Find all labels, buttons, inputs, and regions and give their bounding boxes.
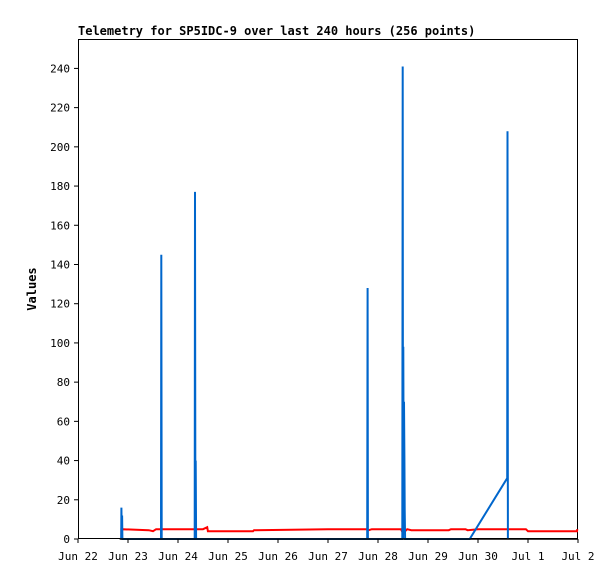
x-tick-label: Jun 26	[258, 550, 298, 563]
y-tick-label: 60	[57, 415, 70, 428]
y-axis: 0 20 40 60 80 100 120 140 160 180 200 220 240	[50, 62, 78, 546]
y-tick-label: 40	[57, 455, 70, 468]
y-axis-label: Values	[25, 267, 39, 310]
plot-frame	[78, 39, 578, 539]
y-tick-label: 100	[50, 337, 70, 350]
x-tick-label: Jun 25	[208, 550, 248, 563]
series-layer	[119, 66, 579, 540]
x-tick-label: Jun 28	[358, 550, 398, 563]
y-tick-label: 120	[50, 298, 70, 311]
y-tick-label: 20	[57, 494, 70, 507]
x-tick-label: Jun 29	[408, 550, 448, 563]
x-tick-label: Jun 24	[158, 550, 198, 563]
x-axis: Jun 22 Jun 23 Jun 24 Jun 25 Jun 26 Jun 27 Jun …	[58, 539, 595, 563]
x-tick-label: Jul 1	[511, 550, 544, 563]
y-tick-label: 200	[50, 141, 70, 154]
y-tick-label: 160	[50, 219, 70, 232]
y-tick-label: 220	[50, 102, 70, 115]
x-tick-label: Jun 22	[58, 550, 98, 563]
x-tick-label: Jun 30	[458, 550, 498, 563]
x-tick-label: Jun 23	[108, 550, 148, 563]
x-tick-label: Jun 27	[308, 550, 348, 563]
chart-title: Telemetry for SP5IDC-9 over last 240 hou…	[78, 24, 475, 38]
y-tick-label: 80	[57, 376, 70, 389]
y-tick-label: 140	[50, 258, 70, 271]
series-line-1	[120, 525, 579, 539]
plot-area	[78, 39, 578, 539]
y-tick-label: 180	[50, 180, 70, 193]
y-tick-label: 0	[63, 533, 70, 546]
x-tick-label: Jul 2	[561, 550, 594, 563]
y-tick-label: 240	[50, 62, 70, 75]
